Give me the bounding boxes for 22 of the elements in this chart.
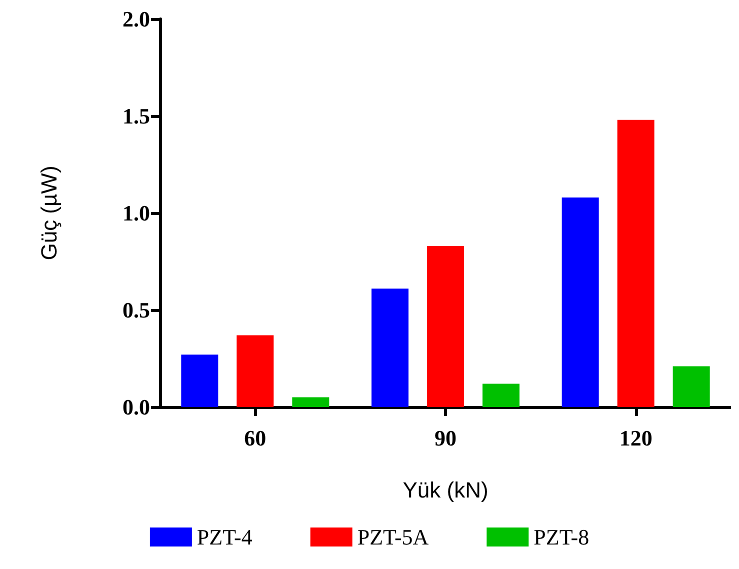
y-tick-label: 0.0 [122,394,150,420]
y-axis-title: Güç (µW) [36,166,62,260]
y-tick-label: 0.5 [122,298,150,322]
bar [562,197,599,407]
legend-label: PZT-4 [196,524,252,550]
bar [672,366,710,407]
bar [181,354,218,407]
x-tick-label: 90 [434,426,456,450]
legend-label: PZT-8 [534,524,590,550]
bar [427,246,464,407]
x-tick-label: 120 [619,426,652,450]
bar [482,384,520,407]
x-tick-label: 60 [244,426,266,450]
bar [292,397,330,407]
bar [617,120,654,407]
y-tick-label: 1.0 [122,200,150,226]
legend-label: PZT-5A [357,524,429,550]
bar [236,335,274,407]
y-tick-label: 2.0 [122,6,150,32]
x-axis-title: Yük (kN) [402,478,488,502]
y-tick-label: 1.5 [122,104,150,128]
bar [372,288,408,407]
